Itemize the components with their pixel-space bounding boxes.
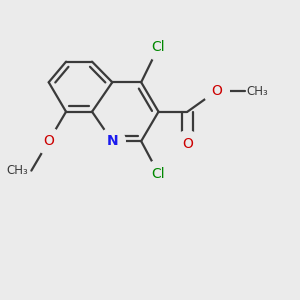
- Circle shape: [99, 128, 125, 154]
- Circle shape: [146, 34, 172, 60]
- Text: CH₃: CH₃: [7, 164, 28, 177]
- Text: O: O: [43, 134, 54, 148]
- Circle shape: [174, 131, 200, 158]
- Text: CH₃: CH₃: [247, 85, 268, 98]
- Text: N: N: [106, 134, 118, 148]
- Circle shape: [36, 128, 62, 154]
- Text: Cl: Cl: [152, 167, 165, 181]
- Text: O: O: [211, 84, 222, 98]
- Text: O: O: [182, 137, 193, 151]
- Circle shape: [203, 78, 229, 104]
- Circle shape: [146, 160, 172, 187]
- Text: Cl: Cl: [152, 40, 165, 54]
